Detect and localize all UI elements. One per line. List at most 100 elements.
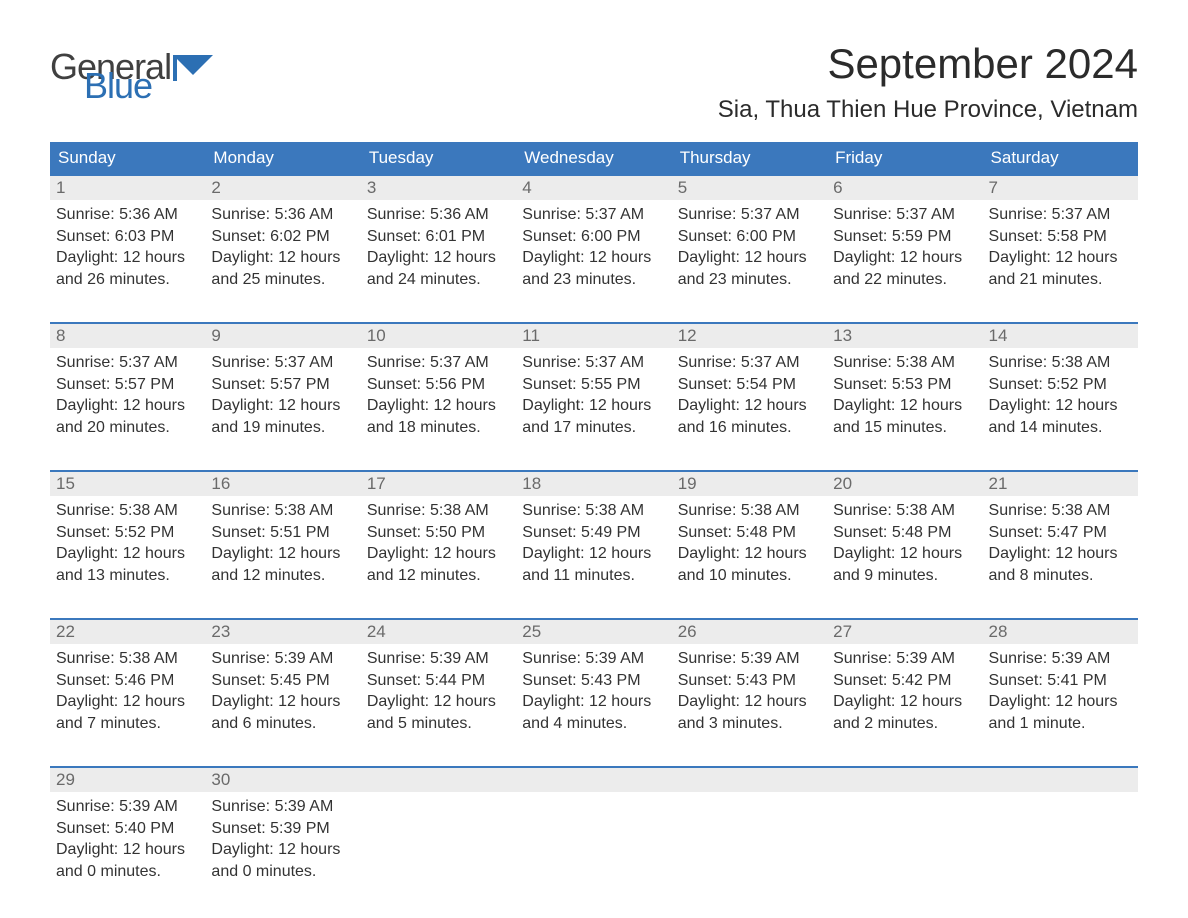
sunset-line: Sunset: 5:47 PM: [989, 522, 1132, 544]
day-number: 3: [361, 174, 516, 200]
sunset-label: Sunset:: [989, 228, 1048, 245]
sunrise-value: 5:38 AM: [1052, 502, 1111, 519]
day-number: 18: [516, 470, 671, 496]
day-number: 13: [827, 322, 982, 348]
daylight-line: Daylight: 12 hours and 19 minutes.: [211, 395, 354, 438]
sunrise-label: Sunrise:: [56, 206, 119, 223]
sunrise-value: 5:39 AM: [275, 798, 334, 815]
sunset-line: Sunset: 5:58 PM: [989, 226, 1132, 248]
sunset-line: Sunset: 5:45 PM: [211, 670, 354, 692]
sunrise-line: Sunrise: 5:36 AM: [211, 204, 354, 226]
calendar-table: Sunday Monday Tuesday Wednesday Thursday…: [50, 142, 1138, 914]
brand-line2: Blue: [84, 71, 213, 102]
daylight-label: Daylight:: [367, 249, 434, 266]
sunset-value: 5:48 PM: [892, 524, 952, 541]
sunset-value: 5:53 PM: [892, 376, 952, 393]
sunrise-line: Sunrise: 5:38 AM: [833, 500, 976, 522]
day-body: Sunrise: 5:39 AMSunset: 5:45 PMDaylight:…: [205, 644, 360, 740]
sunset-line: Sunset: 5:44 PM: [367, 670, 510, 692]
sunset-label: Sunset:: [56, 376, 115, 393]
day-number: 5: [672, 174, 827, 200]
sunset-value: 6:00 PM: [736, 228, 796, 245]
calendar-cell: 16Sunrise: 5:38 AMSunset: 5:51 PMDayligh…: [205, 470, 360, 618]
sunset-label: Sunset:: [56, 820, 115, 837]
calendar-cell: 10Sunrise: 5:37 AMSunset: 5:56 PMDayligh…: [361, 322, 516, 470]
day-body: Sunrise: 5:39 AMSunset: 5:43 PMDaylight:…: [672, 644, 827, 740]
calendar-cell: [516, 766, 671, 914]
sunset-value: 5:43 PM: [581, 672, 641, 689]
daylight-line: Daylight: 12 hours and 13 minutes.: [56, 543, 199, 586]
sunrise-line: Sunrise: 5:38 AM: [56, 648, 199, 670]
daylight-label: Daylight:: [989, 693, 1056, 710]
day-body: Sunrise: 5:38 AMSunset: 5:49 PMDaylight:…: [516, 496, 671, 592]
sunset-line: Sunset: 6:03 PM: [56, 226, 199, 248]
sunrise-label: Sunrise:: [678, 354, 741, 371]
day-body: Sunrise: 5:38 AMSunset: 5:46 PMDaylight:…: [50, 644, 205, 740]
sunset-value: 6:03 PM: [115, 228, 175, 245]
calendar-cell: 1Sunrise: 5:36 AMSunset: 6:03 PMDaylight…: [50, 174, 205, 322]
daylight-label: Daylight:: [989, 545, 1056, 562]
daylight-line: Daylight: 12 hours and 12 minutes.: [367, 543, 510, 586]
calendar-row: 8Sunrise: 5:37 AMSunset: 5:57 PMDaylight…: [50, 322, 1138, 470]
sunrise-value: 5:39 AM: [741, 650, 800, 667]
calendar-cell: 26Sunrise: 5:39 AMSunset: 5:43 PMDayligh…: [672, 618, 827, 766]
sunset-value: 5:59 PM: [892, 228, 952, 245]
sunrise-label: Sunrise:: [678, 650, 741, 667]
day-body: Sunrise: 5:37 AMSunset: 5:56 PMDaylight:…: [361, 348, 516, 444]
day-number: 10: [361, 322, 516, 348]
daylight-label: Daylight:: [989, 249, 1056, 266]
sunset-line: Sunset: 5:40 PM: [56, 818, 199, 840]
day-body: [983, 792, 1138, 802]
calendar-cell: 15Sunrise: 5:38 AMSunset: 5:52 PMDayligh…: [50, 470, 205, 618]
day-number: [983, 766, 1138, 792]
daylight-line: Daylight: 12 hours and 6 minutes.: [211, 691, 354, 734]
day-number: 17: [361, 470, 516, 496]
daylight-line: Daylight: 12 hours and 3 minutes.: [678, 691, 821, 734]
sunset-line: Sunset: 5:49 PM: [522, 522, 665, 544]
sunrise-value: 5:38 AM: [430, 502, 489, 519]
col-sunday: Sunday: [50, 142, 205, 174]
daylight-label: Daylight:: [211, 545, 278, 562]
col-monday: Monday: [205, 142, 360, 174]
header: General Blue September 2024 Sia, Thua Th…: [50, 40, 1138, 138]
sunset-line: Sunset: 5:48 PM: [833, 522, 976, 544]
sunset-line: Sunset: 5:50 PM: [367, 522, 510, 544]
day-number: 4: [516, 174, 671, 200]
sunset-label: Sunset:: [56, 524, 115, 541]
sunrise-value: 5:38 AM: [119, 650, 178, 667]
sunrise-label: Sunrise:: [367, 354, 430, 371]
calendar-cell: 19Sunrise: 5:38 AMSunset: 5:48 PMDayligh…: [672, 470, 827, 618]
daylight-line: Daylight: 12 hours and 24 minutes.: [367, 247, 510, 290]
sunrise-label: Sunrise:: [833, 502, 896, 519]
calendar-cell: [672, 766, 827, 914]
calendar-cell: 23Sunrise: 5:39 AMSunset: 5:45 PMDayligh…: [205, 618, 360, 766]
sunrise-line: Sunrise: 5:37 AM: [522, 352, 665, 374]
sunrise-line: Sunrise: 5:38 AM: [56, 500, 199, 522]
calendar-cell: 20Sunrise: 5:38 AMSunset: 5:48 PMDayligh…: [827, 470, 982, 618]
calendar-cell: 22Sunrise: 5:38 AMSunset: 5:46 PMDayligh…: [50, 618, 205, 766]
sunrise-value: 5:37 AM: [275, 354, 334, 371]
sunrise-label: Sunrise:: [989, 650, 1052, 667]
day-number: 1: [50, 174, 205, 200]
daylight-line: Daylight: 12 hours and 9 minutes.: [833, 543, 976, 586]
sunset-label: Sunset:: [833, 672, 892, 689]
sunset-value: 6:01 PM: [426, 228, 486, 245]
sunset-line: Sunset: 5:56 PM: [367, 374, 510, 396]
daylight-label: Daylight:: [211, 397, 278, 414]
day-body: Sunrise: 5:37 AMSunset: 5:55 PMDaylight:…: [516, 348, 671, 444]
day-number: 9: [205, 322, 360, 348]
sunrise-line: Sunrise: 5:39 AM: [522, 648, 665, 670]
day-number: [672, 766, 827, 792]
sunset-line: Sunset: 5:59 PM: [833, 226, 976, 248]
sunrise-line: Sunrise: 5:39 AM: [833, 648, 976, 670]
calendar-cell: 3Sunrise: 5:36 AMSunset: 6:01 PMDaylight…: [361, 174, 516, 322]
sunrise-label: Sunrise:: [211, 206, 274, 223]
day-number: 15: [50, 470, 205, 496]
sunrise-label: Sunrise:: [522, 354, 585, 371]
sunset-label: Sunset:: [367, 672, 426, 689]
daylight-line: Daylight: 12 hours and 5 minutes.: [367, 691, 510, 734]
calendar-cell: 17Sunrise: 5:38 AMSunset: 5:50 PMDayligh…: [361, 470, 516, 618]
day-body: Sunrise: 5:38 AMSunset: 5:51 PMDaylight:…: [205, 496, 360, 592]
sunrise-label: Sunrise:: [989, 354, 1052, 371]
sunset-label: Sunset:: [989, 376, 1048, 393]
